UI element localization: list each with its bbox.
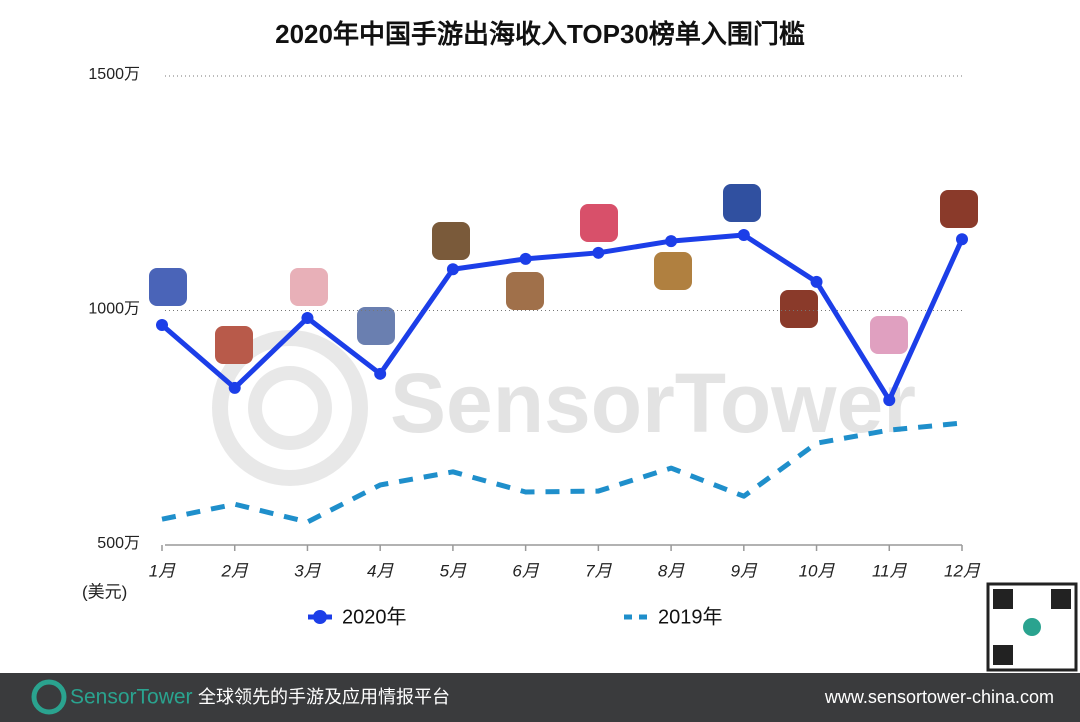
data-point [228,381,241,394]
y-tick-label: 1000万 [88,301,140,318]
qr-block [993,645,1013,665]
app-icon [290,268,328,306]
legend-label: 2020年 [342,605,407,628]
data-point [374,367,387,380]
app-icon [870,316,908,354]
app-icon [506,272,544,310]
data-point [592,246,605,259]
x-tick-label: 8月 [658,561,685,580]
x-tick-label: 7月 [585,561,612,580]
footer-slogan: 全球领先的手游及应用情报平台 [198,687,450,707]
legend-label: 2019年 [658,605,723,628]
app-icon [149,268,187,306]
series-line [161,420,963,525]
data-point [156,319,168,332]
x-tick-label: 4月 [367,561,394,580]
x-tick-label: 1月 [149,561,176,580]
data-point [810,275,823,288]
data-point [665,235,678,248]
watermark-logo [248,366,332,450]
app-icon [357,307,395,345]
app-icon [780,290,818,328]
x-tick-label: 6月 [512,561,539,580]
legend-marker [313,610,327,624]
footer-logo [31,679,67,715]
data-point [446,263,459,276]
x-tick-label: 2月 [220,561,248,580]
data-point [301,312,314,325]
y-axis-label: (美元) [82,582,127,601]
x-tick-label: 12月 [944,561,981,580]
x-tick-label: 5月 [440,561,467,580]
data-point [519,252,532,265]
app-icon [940,190,978,228]
chart-title: 2020年中国手游出海收入TOP30榜单入围门槛 [275,19,805,49]
qr-logo [1023,618,1041,636]
series-line [160,232,965,403]
app-icon [723,184,761,222]
x-tick-label: 10月 [799,561,836,580]
footer-brand: SensorTower [70,686,193,709]
qr-code [986,582,1078,672]
app-icon [654,252,692,290]
y-tick-label: 1500万 [88,66,140,83]
x-tick-label: 11月 [872,561,908,580]
app-icons [149,184,978,364]
qr-block [1051,589,1071,609]
qr-block [993,589,1013,609]
x-tick-label: 9月 [731,561,758,580]
footer-url: www.sensortower-china.com [824,687,1054,707]
x-tick-label: 3月 [294,561,321,580]
app-icon [432,222,470,260]
data-point [883,394,896,407]
data-point [737,228,750,241]
y-tick-label: 500万 [97,535,140,552]
app-icon [580,204,618,242]
watermark: SensorTower [212,330,916,486]
watermark-text: SensorTower [390,356,916,450]
data-point [956,233,968,246]
footer-bar [0,673,1080,722]
app-icon [215,326,253,364]
